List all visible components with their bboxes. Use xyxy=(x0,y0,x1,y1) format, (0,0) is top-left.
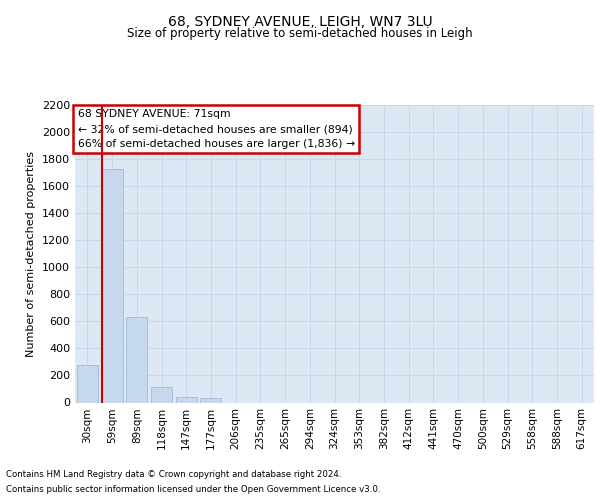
Bar xyxy=(176,397,197,402)
Bar xyxy=(151,386,172,402)
Text: Contains public sector information licensed under the Open Government Licence v3: Contains public sector information licen… xyxy=(6,485,380,494)
Text: Size of property relative to semi-detached houses in Leigh: Size of property relative to semi-detach… xyxy=(127,28,473,40)
Y-axis label: Number of semi-detached properties: Number of semi-detached properties xyxy=(26,151,37,357)
Text: 68, SYDNEY AVENUE, LEIGH, WN7 3LU: 68, SYDNEY AVENUE, LEIGH, WN7 3LU xyxy=(167,15,433,29)
Bar xyxy=(200,398,221,402)
Bar xyxy=(77,364,98,403)
Text: 68 SYDNEY AVENUE: 71sqm
← 32% of semi-detached houses are smaller (894)
66% of s: 68 SYDNEY AVENUE: 71sqm ← 32% of semi-de… xyxy=(77,110,355,149)
Bar xyxy=(101,168,122,402)
Bar xyxy=(126,318,147,402)
Text: Contains HM Land Registry data © Crown copyright and database right 2024.: Contains HM Land Registry data © Crown c… xyxy=(6,470,341,479)
